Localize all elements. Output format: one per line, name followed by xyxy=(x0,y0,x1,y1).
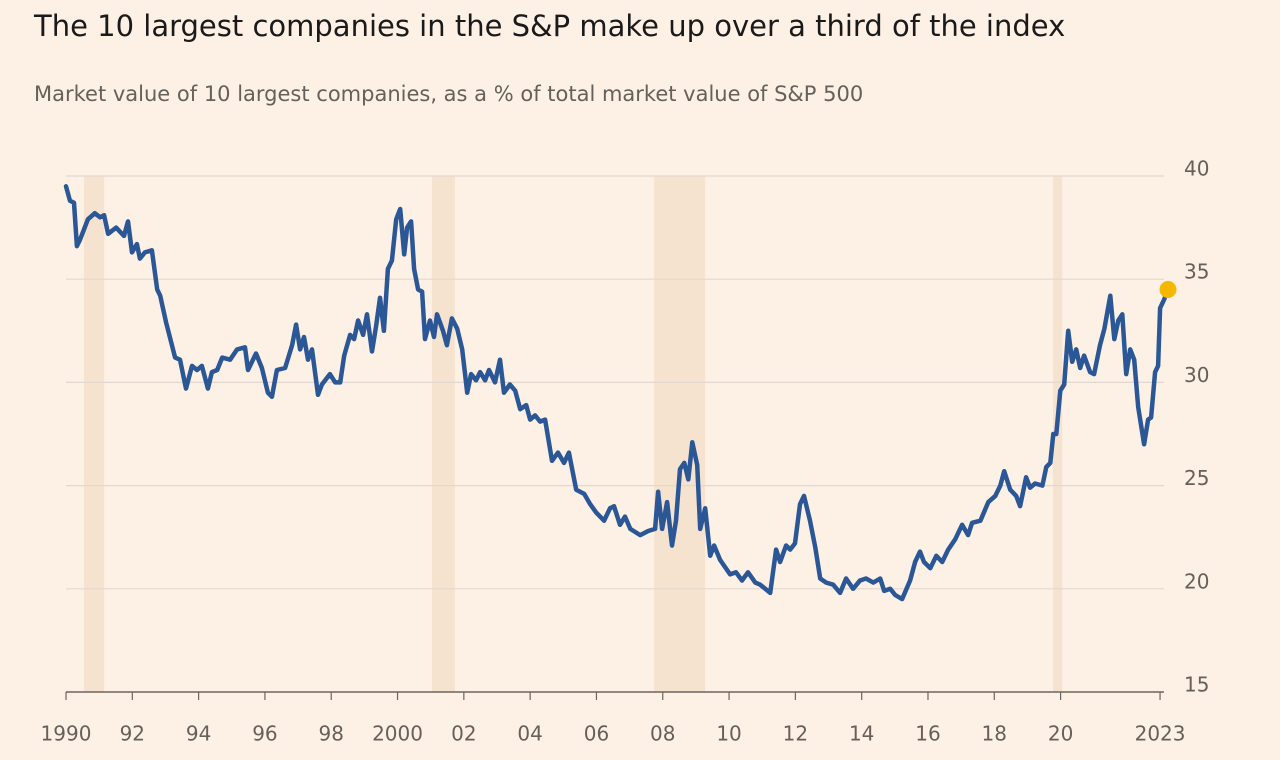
x-tick-label: 98 xyxy=(318,722,343,746)
latest-point xyxy=(1159,281,1177,299)
data-line xyxy=(63,184,1171,602)
x-tick-label: 2023 xyxy=(1135,722,1186,746)
x-tick-label: 94 xyxy=(186,722,211,746)
x-tick-label: 2000 xyxy=(372,722,423,746)
x-tick-label: 10 xyxy=(716,722,741,746)
x-tick-label: 16 xyxy=(915,722,940,746)
x-tick-label: 1990 xyxy=(41,722,92,746)
x-tick-label: 18 xyxy=(982,722,1007,746)
recession-band xyxy=(654,176,706,692)
x-tick-label: 20 xyxy=(1048,722,1073,746)
y-tick-label: 25 xyxy=(1184,466,1209,490)
x-tick-label: 92 xyxy=(120,722,145,746)
x-tick-label: 04 xyxy=(517,722,542,746)
x-tick-label: 96 xyxy=(252,722,277,746)
y-tick-label: 35 xyxy=(1184,260,1209,284)
recession-band xyxy=(432,176,455,692)
y-tick-label: 20 xyxy=(1184,569,1209,593)
chart-title: The 10 largest companies in the S&P make… xyxy=(33,9,1065,43)
x-tick-label: 08 xyxy=(650,722,675,746)
chart-subtitle: Market value of 10 largest companies, as… xyxy=(34,82,863,106)
x-tick-label: 02 xyxy=(451,722,476,746)
y-tick-label: 15 xyxy=(1184,673,1209,697)
recession-band xyxy=(83,176,105,692)
x-tick-label: 12 xyxy=(783,722,808,746)
x-tick-label: 14 xyxy=(849,722,874,746)
y-tick-label: 30 xyxy=(1184,363,1209,387)
x-tick-label: 06 xyxy=(584,722,609,746)
y-tick-label: 40 xyxy=(1184,157,1209,181)
